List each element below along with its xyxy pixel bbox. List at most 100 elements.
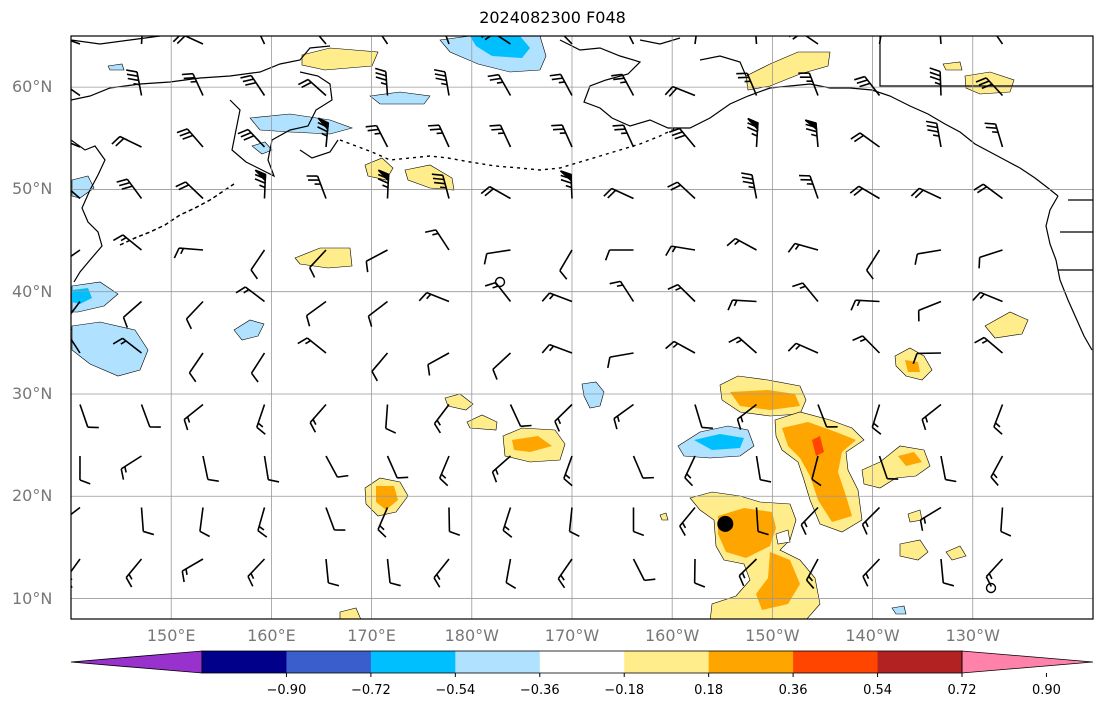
wind-barb xyxy=(431,173,450,199)
anomaly-fill xyxy=(984,311,1029,339)
anomaly-fill xyxy=(301,47,379,71)
anomaly-contours xyxy=(71,36,1029,619)
wind-barb xyxy=(850,132,880,148)
wind-barb xyxy=(71,88,81,97)
anomaly-fill xyxy=(376,486,398,510)
colorbar-frame xyxy=(201,650,963,674)
wind-barb xyxy=(727,299,757,311)
wind-barb xyxy=(993,404,1004,435)
wind-barb xyxy=(509,404,532,428)
wind-barb xyxy=(929,67,942,96)
wind-barb xyxy=(939,36,942,45)
wind-barb xyxy=(973,183,1003,200)
wind-barb xyxy=(667,283,696,303)
wind-barb xyxy=(309,403,327,433)
wind-barb xyxy=(172,36,204,45)
lon-label: 160°E xyxy=(247,626,296,645)
coastline xyxy=(639,37,681,45)
coastline xyxy=(699,55,747,77)
anomaly-fill xyxy=(775,529,791,545)
lat-label: 60°N xyxy=(12,77,53,97)
colorbar-tick-label: −0.54 xyxy=(435,683,476,698)
wind-barb xyxy=(71,39,81,45)
anomaly-fill xyxy=(891,605,907,615)
wind-barb xyxy=(919,506,942,531)
colorbar-segment xyxy=(793,651,879,673)
wind-barb xyxy=(175,181,204,200)
wind-barb xyxy=(256,404,266,435)
wind-barb xyxy=(925,120,942,148)
wind-barb xyxy=(433,404,450,434)
coastline xyxy=(71,139,106,283)
colorbar-segment xyxy=(370,651,456,673)
wind-barb xyxy=(852,335,881,354)
wind-barb xyxy=(297,337,327,354)
wind-barb xyxy=(122,300,143,328)
wind-barb xyxy=(492,352,512,380)
lon-label: 140°W xyxy=(845,626,900,645)
wind-barb xyxy=(240,74,266,96)
wind-barb xyxy=(665,245,696,257)
wind-barb xyxy=(111,135,142,148)
wind-barb xyxy=(367,300,388,327)
wind-barb xyxy=(684,455,696,487)
colorbar-tick-label: −0.18 xyxy=(604,683,645,698)
coastline xyxy=(229,71,333,178)
wind-barb xyxy=(787,342,819,354)
anomaly-fill xyxy=(233,319,265,341)
wind-barb xyxy=(176,128,204,148)
wind-barb xyxy=(317,117,330,148)
wind-barb xyxy=(308,249,327,278)
wind-barb xyxy=(568,507,580,538)
colorbar-extend-low xyxy=(70,650,203,674)
calm-circle xyxy=(494,276,506,288)
wind-barb xyxy=(181,558,204,583)
wind-barb xyxy=(611,73,635,96)
wind-barb xyxy=(787,242,819,253)
colorbar-tick-label: −0.72 xyxy=(350,683,391,698)
wind-barb xyxy=(798,72,819,96)
anomaly-fill xyxy=(581,381,605,409)
anomaly-fill xyxy=(444,393,474,411)
wind-barb xyxy=(978,249,1003,269)
coastline xyxy=(71,36,161,45)
wind-barb xyxy=(71,337,81,354)
wind-barb xyxy=(487,73,512,96)
wind-barb xyxy=(305,36,327,45)
wind-barb xyxy=(694,36,697,45)
colorbar-tick-label: 0.36 xyxy=(778,683,808,698)
wind-barb xyxy=(726,237,757,251)
coastline xyxy=(1045,195,1093,351)
wind-barb xyxy=(668,127,696,148)
wind-barb xyxy=(664,85,696,97)
lon-label: 170°W xyxy=(544,626,600,645)
wind-barb xyxy=(755,455,772,483)
wind-barb xyxy=(849,185,880,200)
wind-barb xyxy=(850,299,880,311)
coastlines xyxy=(71,36,1093,351)
wind-barb xyxy=(693,558,706,588)
wind-barb xyxy=(817,404,838,428)
wind-barb xyxy=(541,292,573,303)
lon-label: 160°W xyxy=(644,626,700,645)
anomaly-fill xyxy=(899,539,929,561)
wind-barb xyxy=(563,455,573,487)
wind-barb xyxy=(254,169,267,199)
anomaly-fill xyxy=(730,390,800,410)
wind-barb xyxy=(613,403,634,430)
wind-barb xyxy=(188,352,204,383)
wind-barb xyxy=(305,300,327,327)
wind-barb xyxy=(804,119,819,148)
graticule xyxy=(71,36,1093,619)
wind-barb xyxy=(738,558,758,587)
wind-barb xyxy=(563,36,573,45)
wind-barb xyxy=(912,352,942,365)
wind-barb xyxy=(694,404,713,430)
lat-label: 50°N xyxy=(12,179,53,199)
wind-barb xyxy=(632,455,654,479)
wind-barb xyxy=(557,558,573,589)
colorbar-segment xyxy=(624,651,710,673)
lat-label: 30°N xyxy=(12,383,53,403)
wind-barb xyxy=(365,249,388,273)
